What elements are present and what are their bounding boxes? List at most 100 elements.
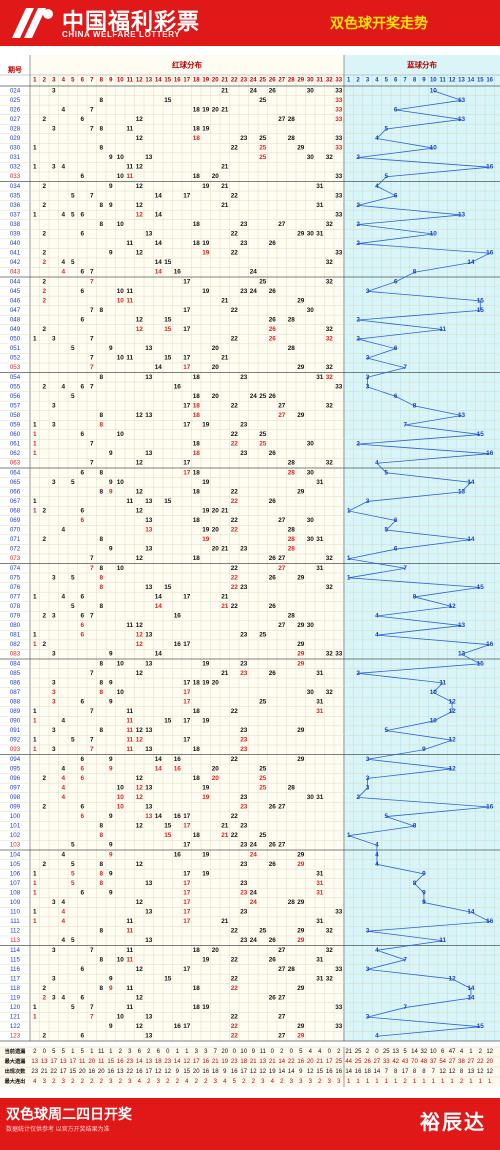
red-ball-mark: 12	[136, 183, 144, 190]
red-ball-mark: 23	[240, 288, 248, 295]
red-ball-mark: 13	[145, 1033, 153, 1040]
red-ball-mark: 1	[33, 918, 37, 925]
red-number-header: 4	[62, 78, 66, 84]
red-ball-mark: 27	[278, 842, 286, 849]
red-ball-mark: 8	[99, 488, 103, 495]
blue-number-header: 6	[394, 78, 398, 84]
blue-ball-mark: 16	[486, 804, 494, 811]
red-ball-mark: 15	[164, 326, 172, 333]
red-ball-mark: 23	[240, 909, 248, 916]
red-ball-mark: 12	[136, 995, 144, 1002]
red-ball-mark: 9	[109, 202, 113, 209]
red-ball-mark: 10	[117, 784, 125, 791]
red-ball-mark: 10	[117, 660, 125, 667]
red-ball-mark: 27	[278, 995, 286, 1002]
issue-label: 101	[10, 823, 21, 830]
red-ball-mark: 17	[183, 422, 191, 429]
red-ball-mark: 18	[193, 679, 201, 686]
red-ball-mark: 21	[221, 87, 229, 94]
stats-red-value: 3	[128, 1079, 132, 1085]
red-ball-mark: 12	[136, 784, 144, 791]
red-ball-mark: 31	[316, 794, 324, 801]
red-ball-mark: 21	[221, 593, 229, 600]
issue-label: 096	[10, 775, 21, 782]
stats-red-value: 17	[69, 1059, 76, 1065]
red-ball-mark: 19	[202, 1004, 210, 1011]
red-ball-mark: 23	[240, 889, 248, 896]
blue-ball-mark: 10	[430, 87, 438, 94]
issue-label: 089	[10, 708, 21, 715]
stats-blue-value: 12	[477, 1069, 484, 1075]
red-ball-mark: 22	[231, 527, 239, 534]
red-ball-mark: 5	[71, 880, 75, 887]
stats-red-value: 16	[326, 1069, 333, 1075]
red-ball-mark: 23	[240, 660, 248, 667]
red-ball-mark: 6	[80, 469, 84, 476]
red-ball-mark: 17	[183, 192, 191, 199]
red-ball-mark: 4	[61, 775, 65, 782]
red-ball-mark: 21	[221, 507, 229, 514]
red-ball-mark: 14	[155, 651, 163, 658]
red-ball-mark: 6	[80, 269, 84, 276]
stats-red-value: 3	[128, 1049, 132, 1055]
red-ball-mark: 17	[183, 918, 191, 925]
red-ball-mark: 2	[42, 326, 46, 333]
blue-ball-mark: 14	[467, 985, 475, 992]
red-ball-mark: 7	[90, 555, 94, 562]
red-ball-mark: 4	[61, 211, 65, 218]
issue-label: 123	[10, 1033, 21, 1040]
red-ball-mark: 31	[316, 956, 324, 963]
red-ball-mark: 19	[202, 507, 210, 514]
red-ball-mark: 6	[80, 211, 84, 218]
red-ball-mark: 27	[278, 412, 286, 419]
stats-red-value: 19	[269, 1069, 276, 1075]
red-ball-mark: 8	[99, 861, 103, 868]
red-ball-mark: 19	[202, 288, 210, 295]
red-ball-mark: 8	[99, 97, 103, 104]
issue-label: 025	[10, 97, 21, 104]
red-ball-mark: 5	[71, 603, 75, 610]
red-number-header: 20	[212, 78, 219, 84]
stats-red-value: 16	[117, 1059, 124, 1065]
red-ball-mark: 17	[183, 355, 191, 362]
blue-number-header: 14	[468, 78, 475, 84]
red-ball-mark: 2	[42, 383, 46, 390]
red-ball-mark: 3	[52, 574, 56, 581]
stats-red-value: 13	[41, 1059, 48, 1065]
stats-row-label: 出现次数	[5, 1067, 27, 1075]
blue-ball-mark: 6	[394, 192, 398, 199]
stats-red-value: 22	[50, 1069, 57, 1075]
red-ball-mark: 12	[136, 794, 144, 801]
red-ball-mark: 8	[99, 202, 103, 209]
stats-red-value: 20	[98, 1069, 105, 1075]
red-ball-mark: 23	[240, 670, 248, 677]
blue-ball-mark: 2	[356, 670, 360, 677]
stats-blue-value: 2	[479, 1049, 483, 1055]
red-ball-mark: 1	[33, 641, 37, 648]
stats-red-value: 20	[79, 1069, 86, 1075]
red-ball-mark: 33	[335, 250, 343, 257]
stats-red-value: 5	[62, 1049, 66, 1055]
red-ball-mark: 1	[33, 422, 37, 429]
red-ball-mark: 9	[109, 765, 113, 772]
issue-label: 054	[10, 374, 21, 381]
red-ball-mark: 19	[202, 794, 210, 801]
issue-label: 030	[10, 145, 21, 152]
stats-red-value: 0	[290, 1049, 294, 1055]
stats-red-value: 3	[328, 1079, 332, 1085]
red-ball-mark: 31	[316, 870, 324, 877]
red-ball-mark: 10	[117, 689, 125, 696]
red-ball-mark: 31	[316, 183, 324, 190]
blue-ball-mark: 6	[394, 106, 398, 113]
stats-red-value: 9	[223, 1069, 227, 1075]
red-ball-mark: 32	[326, 364, 334, 371]
blue-ball-mark: 4	[375, 632, 379, 639]
red-ball-mark: 19	[202, 870, 210, 877]
blue-ball-mark: 2	[356, 441, 360, 448]
stats-red-value: 19	[221, 1059, 228, 1065]
red-ball-mark: 9	[109, 889, 113, 896]
red-ball-mark: 4	[61, 383, 65, 390]
red-ball-mark: 6	[80, 431, 84, 438]
red-ball-mark: 3	[52, 727, 56, 734]
issue-label: 100	[10, 813, 21, 820]
